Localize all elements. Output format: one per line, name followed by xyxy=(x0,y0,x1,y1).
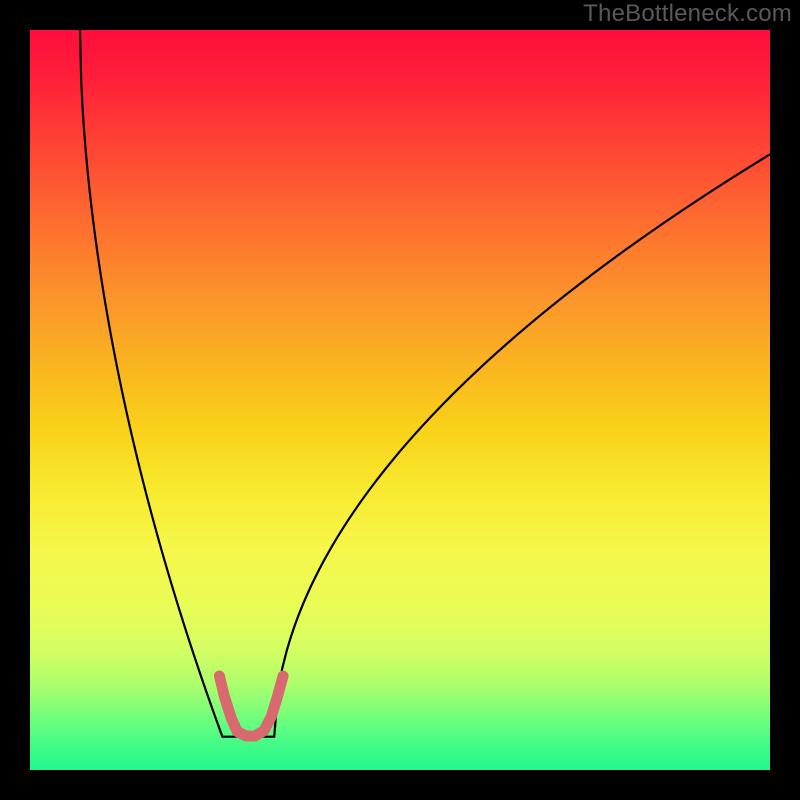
watermark-text: TheBottleneck.com xyxy=(583,0,792,28)
plot-area xyxy=(30,30,770,770)
bottleneck-chart xyxy=(0,0,800,800)
chart-container: TheBottleneck.com xyxy=(0,0,800,800)
